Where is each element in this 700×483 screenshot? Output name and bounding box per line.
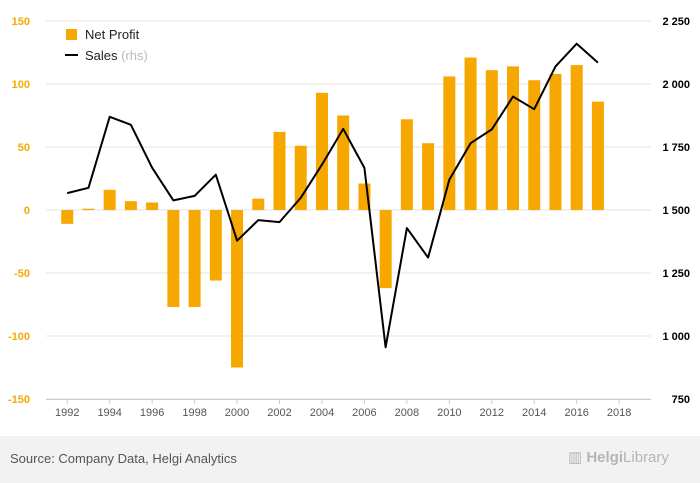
footer-background xyxy=(0,436,700,483)
x-axis-tick-label: 2004 xyxy=(310,407,334,419)
net-profit-bar xyxy=(209,210,222,281)
chart-canvas: 150 2 250 100 2 000 50 1 750 0 1 500 -50 1 250 -10… xyxy=(8,16,690,419)
legend-net-profit-label: Net Profit xyxy=(85,27,140,42)
x-axis-tick-label: 2008 xyxy=(395,407,419,419)
net-profit-bar xyxy=(273,131,286,210)
x-axis-tick-label: 2014 xyxy=(522,407,546,419)
legend-sales-label: Sales (rhs) xyxy=(85,48,148,63)
net-profit-bar xyxy=(400,119,413,210)
helgi-library-logo-icon: ▥ xyxy=(568,449,587,466)
left-axis-tick-label: -150 xyxy=(8,394,30,406)
net-profit-bar xyxy=(337,115,350,210)
net-profit-bar xyxy=(82,208,95,210)
logo-helgi: Helgi xyxy=(586,449,624,466)
legend-sales-suffix: (rhs) xyxy=(121,48,148,63)
source-note: Source: Company Data, Helgi Analytics xyxy=(10,451,237,466)
legend-net-profit-swatch xyxy=(66,29,77,40)
x-axis-tick-label: 2002 xyxy=(267,407,291,419)
x-axis-tick-label: 1996 xyxy=(140,407,164,419)
x-axis-tick-label: 1992 xyxy=(55,407,79,419)
x-axis-tick-label: 1998 xyxy=(182,407,206,419)
net-profit-bar xyxy=(528,80,541,210)
net-profit-bar xyxy=(379,210,392,289)
x-axis-tick-label: 1994 xyxy=(97,407,121,419)
right-axis-tick-label: 1 500 xyxy=(662,205,690,217)
right-axis-tick-label: 2 000 xyxy=(662,79,690,91)
logo: ▥ HelgiLibrary xyxy=(568,448,669,466)
left-axis-tick-label: -50 xyxy=(14,268,30,280)
x-axis-tick-label: 2010 xyxy=(437,407,461,419)
net-profit-bar xyxy=(61,210,74,224)
x-axis-tick-label: 2000 xyxy=(225,407,249,419)
right-axis-tick-label: 1 750 xyxy=(662,142,690,154)
net-profit-bar xyxy=(294,145,307,210)
x-axis-tick-label: 2012 xyxy=(480,407,504,419)
left-axis-tick-label: -100 xyxy=(8,331,30,343)
left-axis-tick-label: 0 xyxy=(24,205,30,217)
net-profit-bar xyxy=(464,57,477,210)
left-axis-tick-label: 100 xyxy=(12,79,30,91)
x-axis-tick-label: 2006 xyxy=(352,407,376,419)
net-profit-bar xyxy=(443,76,456,210)
net-profit-bar xyxy=(188,210,201,308)
net-profit-bar xyxy=(231,210,244,368)
right-axis-tick-label: 750 xyxy=(672,394,690,406)
net-profit-bar xyxy=(315,92,328,210)
left-axis-tick-label: 150 xyxy=(12,16,30,28)
net-profit-bar xyxy=(549,73,562,210)
net-profit-bar xyxy=(124,201,137,210)
net-profit-bar xyxy=(485,70,498,210)
net-profit-bar xyxy=(252,198,265,210)
left-axis-tick-label: 50 xyxy=(18,142,30,154)
x-axis-tick-label: 2018 xyxy=(607,407,631,419)
right-axis-tick-label: 1 250 xyxy=(662,268,690,280)
x-axis-tick-label: 2016 xyxy=(564,407,588,419)
sales-line xyxy=(66,42,599,349)
net-profit-bar xyxy=(146,202,159,210)
right-axis-tick-label: 1 000 xyxy=(662,331,690,343)
net-profit-bar xyxy=(167,210,180,308)
right-axis-tick-label: 2 250 xyxy=(662,16,690,28)
net-profit-bar xyxy=(422,143,435,210)
net-profit-bar xyxy=(507,66,520,210)
logo-library: Library xyxy=(623,449,669,466)
net-profit-bar xyxy=(570,65,583,210)
net-profit-bar xyxy=(591,101,604,210)
net-profit-bar xyxy=(103,189,116,210)
